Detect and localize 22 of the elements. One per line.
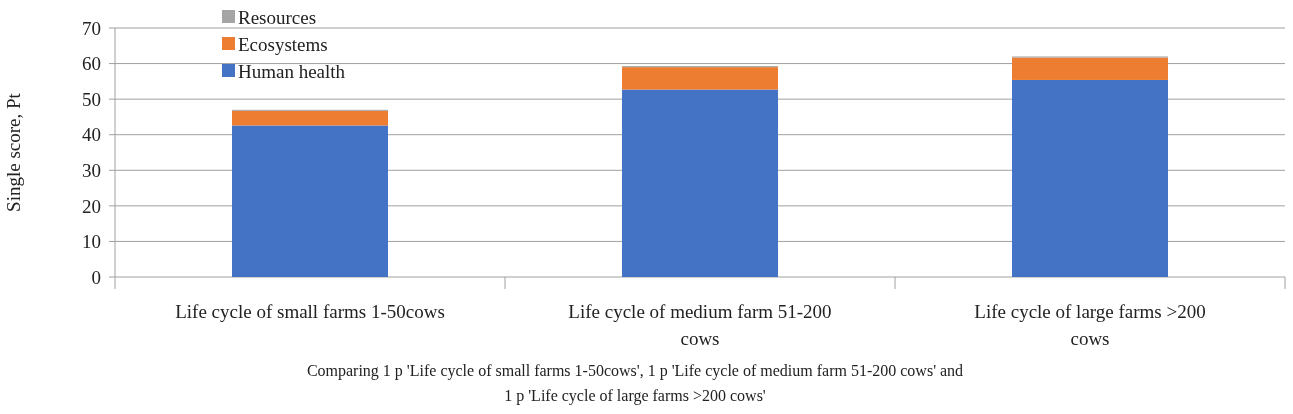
x-tick-label: Life cycle of large farms >200 cows (974, 301, 1206, 349)
y-tick-label: 50 (82, 88, 101, 110)
x-tick-label: Life cycle of medium farm 51-200 cows (568, 301, 832, 349)
x-axis-title: Comparing 1 p 'Life cycle of small farms 1-50cows', 1 p 'Life cycle of medium farm 51-200 cows' and 1 p 'Life cycle of large farms >200 cows' (306, 362, 964, 405)
y-tick-label: 10 (82, 231, 101, 253)
bar (232, 110, 388, 126)
y-tick-label: 20 (82, 195, 101, 217)
legend-label: Resources (238, 6, 317, 28)
bar (622, 67, 778, 90)
legend-label: Ecosystems (238, 33, 328, 55)
y-axis-title: Single score, Pt (3, 92, 24, 212)
bar (622, 89, 778, 277)
bar (232, 125, 388, 277)
y-tick-label: 30 (82, 159, 101, 181)
y-tick-label: 40 (82, 124, 101, 146)
y-tick-label: 0 (91, 266, 101, 288)
y-tick-label: 60 (82, 53, 101, 75)
bar (1012, 57, 1168, 80)
bar (1012, 79, 1168, 277)
x-tick-label: Life cycle of small farms 1-50cows (175, 301, 445, 322)
y-tick-label: 70 (82, 17, 101, 39)
legend-label: Human health (238, 60, 346, 82)
